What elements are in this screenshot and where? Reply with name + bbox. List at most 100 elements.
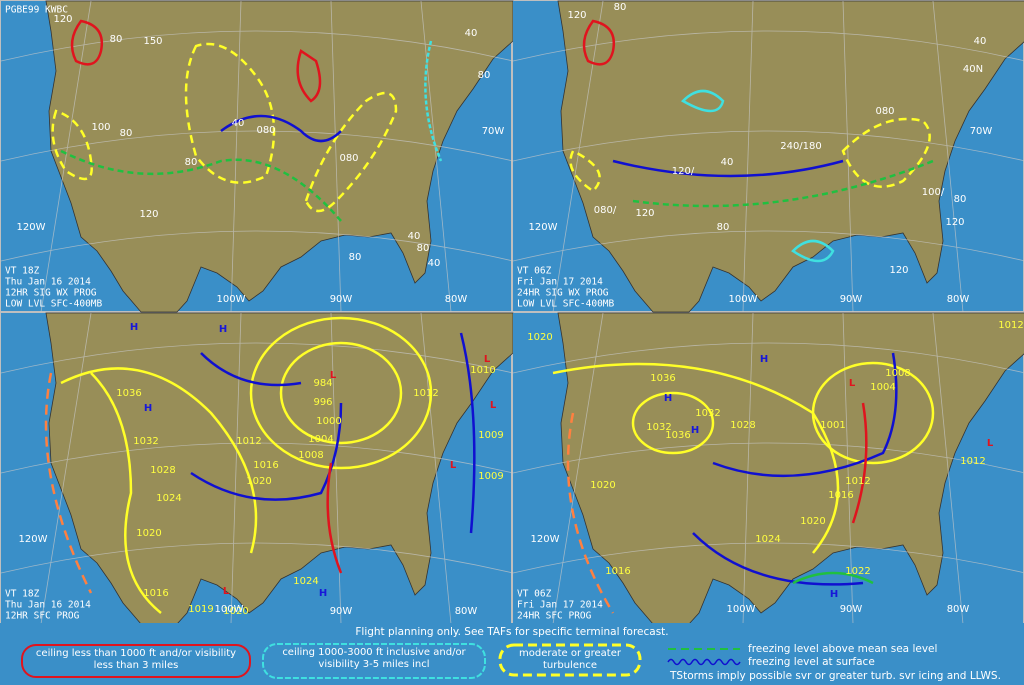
map-label: 1009 (478, 430, 503, 441)
ifr-symbol (21, 644, 251, 678)
map-label: 1001 (820, 420, 845, 431)
map-label: 1024 (293, 576, 318, 587)
map-label: 080 (875, 106, 894, 117)
map-label: 120 (635, 208, 654, 219)
map-label: 40 (408, 231, 421, 242)
map-label: 150 (143, 36, 162, 47)
map-label: 80 (349, 252, 362, 263)
map-label: 80 (417, 243, 430, 254)
weather-feature (249, 316, 433, 470)
map-label: 1036 (116, 388, 141, 399)
turb-box: moderate or greater turbulence (519, 648, 621, 671)
map-label: 1000 (316, 416, 341, 427)
map-label: 1024 (156, 493, 181, 504)
map-label: 40 (974, 36, 987, 47)
map-label: 80 (614, 2, 627, 13)
map-label: 1016 (605, 566, 630, 577)
coordinate-label: 90W (330, 606, 353, 617)
coordinate-label: 80W (445, 294, 468, 305)
map-label: 240/180 (780, 141, 822, 152)
map-label: 1008 (885, 368, 910, 379)
weather-feature (566, 412, 615, 614)
map-label: 1016 (828, 490, 853, 501)
pressure-center: H (130, 322, 138, 333)
panel-header: Fri Jan 17 2014 (517, 600, 603, 611)
map-label: 984 (313, 378, 332, 389)
map-label: 1012 (998, 320, 1023, 331)
map-label: 120 (567, 10, 586, 21)
tstorm-text: TStorms imply possible svr or greater tu… (669, 670, 1001, 682)
weather-feature (811, 361, 935, 465)
frz-sfc-text: freezing level at surface (748, 656, 875, 668)
weather-feature (90, 372, 162, 614)
map-label: 80 (185, 157, 198, 168)
map-label: 1016 (253, 460, 278, 471)
frz-sfc-symbol (667, 658, 741, 666)
pressure-center: H (664, 393, 672, 404)
ifr-box: ceiling less than 1000 ft and/or visibil… (36, 648, 236, 671)
pressure-center: H (144, 403, 152, 414)
weather-feature (220, 114, 342, 143)
weather-feature (680, 89, 725, 113)
map-label: 120 (53, 14, 72, 25)
panel-header: 24HR SIG WX PROG (517, 288, 609, 299)
pressure-center: L (849, 378, 856, 389)
panel-header: VT 18Z (5, 589, 40, 600)
weather-feature (326, 462, 343, 574)
weather-feature (632, 159, 934, 208)
map-label: 1016 (143, 588, 168, 599)
panel-header: LOW LVL SFC-400MB (517, 299, 615, 310)
pressure-center: L (490, 400, 497, 411)
weather-feature (791, 239, 835, 263)
panel-header: 24HR SFC PROG (517, 611, 592, 622)
pressure-center: H (691, 425, 699, 436)
pressure-center: L (330, 370, 337, 381)
map-label: 1036 (650, 373, 675, 384)
panel-header: Thu Jan 16 2014 (5, 277, 91, 288)
map-label: 80 (120, 128, 133, 139)
weather-feature (712, 352, 898, 478)
coordinate-label: 120W (17, 222, 46, 233)
map-label: 1020 (223, 606, 248, 617)
weather-feature (851, 402, 868, 524)
weather-feature (200, 352, 302, 387)
panel-header: Thu Jan 16 2014 (5, 600, 91, 611)
panel-header: VT 18Z (5, 266, 40, 277)
map-label: 1012 (845, 476, 870, 487)
map-label: 1032 (695, 408, 720, 419)
map-label: 080 (339, 153, 358, 164)
pressure-center: L (450, 460, 457, 471)
pressure-center: H (319, 588, 327, 599)
map-label: 1028 (730, 420, 755, 431)
turb-symbol (498, 643, 642, 677)
map-label: 40 (428, 258, 441, 269)
map-label: 80 (954, 194, 967, 205)
coordinate-label: 90W (330, 294, 353, 305)
coordinate-label: 120W (529, 222, 558, 233)
weather-feature (51, 109, 93, 181)
map-label: 1032 (133, 436, 158, 447)
map-label: 120 (889, 265, 908, 276)
map-label: 1024 (755, 534, 780, 545)
weather-feature (60, 367, 258, 554)
weather-feature (552, 362, 840, 554)
map-label: 1019 (188, 604, 213, 615)
map-label: 1020 (136, 528, 161, 539)
weather-feature (692, 532, 864, 586)
weather-feature (582, 19, 616, 66)
weather-feature (279, 341, 403, 445)
pressure-center: H (760, 354, 768, 365)
panel-header: 12HR SFC PROG (5, 611, 80, 622)
weather-feature (631, 391, 715, 455)
map-label: 40 (721, 157, 734, 168)
coordinate-label: 100W (727, 604, 756, 615)
coordinate-label: 90W (840, 294, 863, 305)
coordinate-label: 120W (19, 534, 48, 545)
map-label: 1020 (246, 476, 271, 487)
map-label: 080/ (594, 205, 617, 216)
map-label: 40 (232, 118, 245, 129)
weather-feature (459, 332, 476, 534)
panel-header: VT 06Z (517, 589, 552, 600)
